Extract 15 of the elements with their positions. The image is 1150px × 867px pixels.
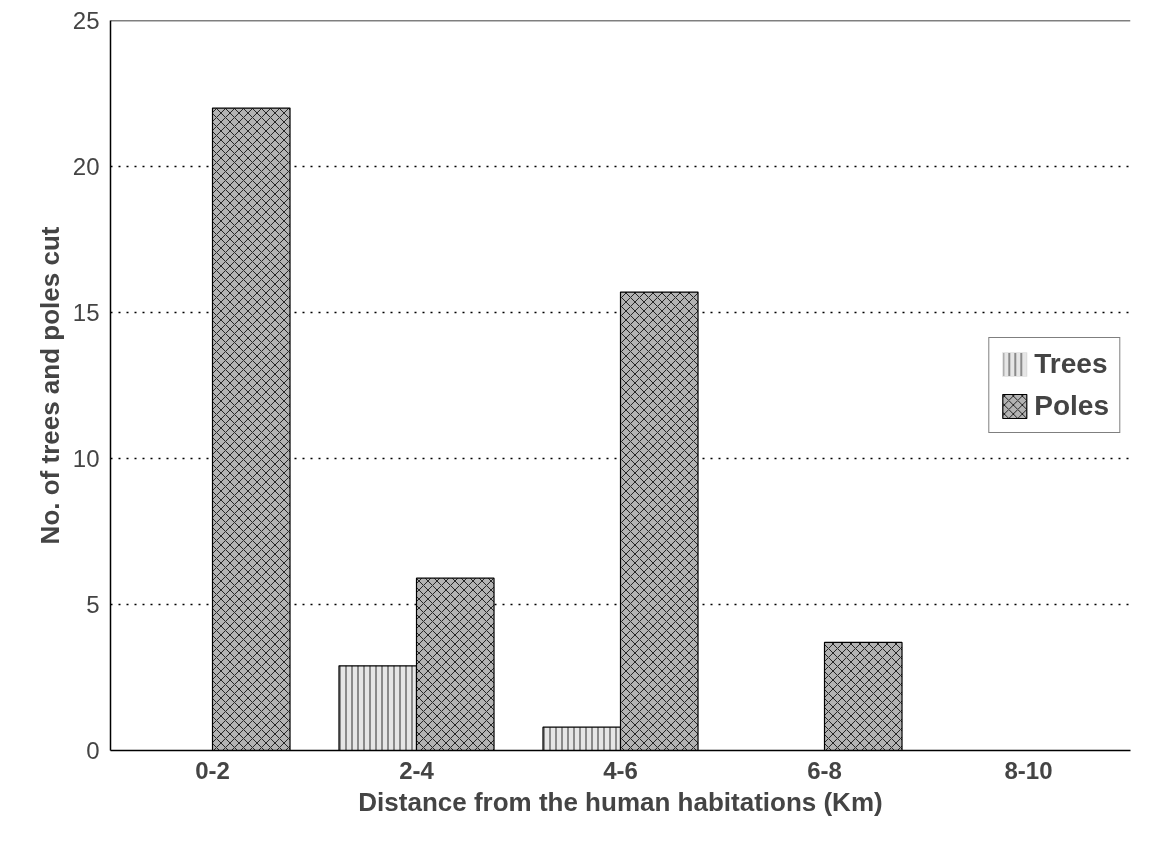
y-tick-label: 20 <box>72 153 100 180</box>
y-tick-label: 10 <box>72 445 100 472</box>
x-tick-label: 6-8 <box>807 756 842 784</box>
x-tick-label: 2-4 <box>399 756 435 784</box>
x-tick-label: 4-6 <box>603 756 638 784</box>
legend-label: Trees <box>1034 348 1108 380</box>
x-axis-title: Distance from the human habitations (Km) <box>358 786 883 817</box>
x-tick-label: 0-2 <box>195 756 230 784</box>
y-tick-label: 15 <box>72 299 100 326</box>
y-tick-label: 25 <box>72 7 100 34</box>
y-tick-label: 0 <box>86 737 100 764</box>
y-tick-label: 5 <box>86 591 100 618</box>
y-axis-title: No. of trees and poles cut <box>34 226 65 545</box>
legend-label: Poles <box>1034 390 1109 422</box>
x-tick-label: 8-10 <box>1004 756 1053 784</box>
